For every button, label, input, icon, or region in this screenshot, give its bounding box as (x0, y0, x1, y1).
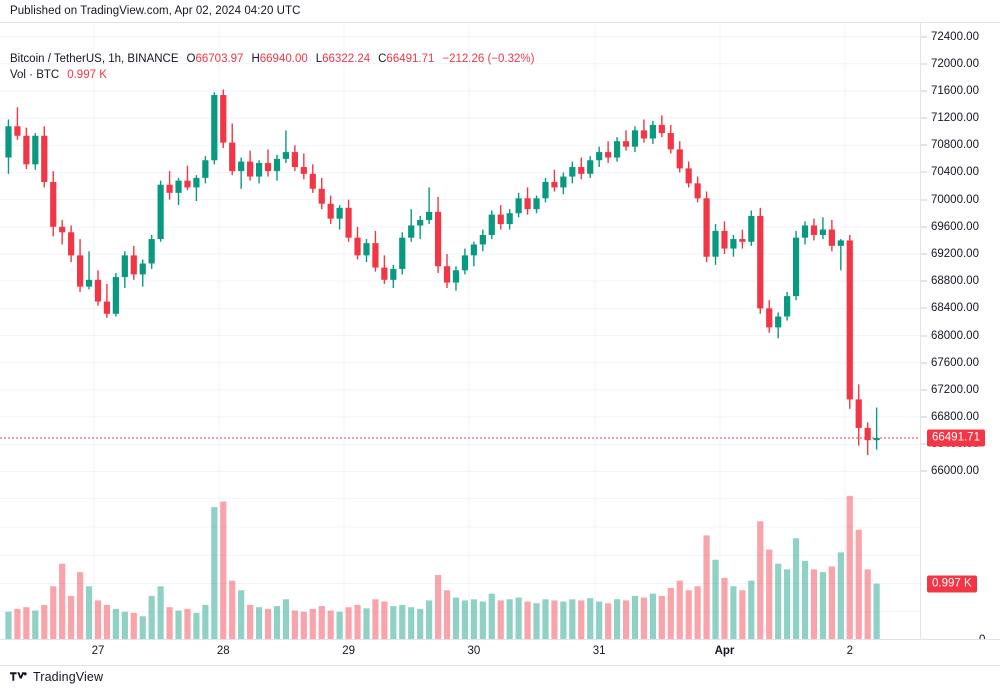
time-axis-label: 28 (216, 645, 230, 657)
price-tick-dash (921, 416, 927, 418)
time-axis-label: 30 (467, 645, 481, 657)
price-tick-dash (921, 226, 927, 228)
price-axis-label: 69200.00 (931, 248, 979, 260)
current-price-badge[interactable]: 66491.71 (927, 429, 985, 447)
price-tick-dash (921, 117, 927, 119)
current-volume-badge[interactable]: 0.997 K (927, 575, 977, 593)
price-axis-label: 70800.00 (931, 139, 979, 152)
candlestick-svg (0, 23, 920, 639)
price-axis-label: 71600.00 (931, 84, 979, 97)
price-axis-label: 69600.00 (931, 220, 979, 233)
tradingview-logo-icon (10, 671, 27, 681)
price-tick-dash (921, 280, 927, 282)
price-tick-dash (921, 470, 927, 472)
price-tick-dash (921, 144, 927, 146)
price-axis-label: 67600.00 (931, 356, 979, 369)
time-axis-label: 27 (91, 645, 105, 657)
price-axis-label: 72400.00 (931, 30, 979, 43)
volume-zero-label: 0 (979, 634, 986, 640)
price-tick-dash (921, 253, 927, 255)
price-tick-dash (921, 36, 927, 38)
price-axis-label: 72000.00 (931, 57, 979, 70)
time-axis-label: Apr (714, 645, 735, 657)
time-axis-label: 2 (846, 645, 853, 657)
price-axis-label: 66000.00 (931, 465, 979, 478)
price-tick-dash (921, 90, 927, 92)
price-axis-label: 71200.00 (931, 112, 979, 125)
footer-brand-label: TradingView (33, 670, 104, 684)
price-axis-label: 70400.00 (931, 166, 979, 179)
footer-branding: TradingView (10, 670, 103, 684)
price-axis-label: 67200.00 (931, 383, 979, 396)
time-axis-label: 29 (342, 645, 355, 657)
price-axis-label: 68400.00 (931, 302, 979, 315)
price-tick-dash (921, 389, 927, 391)
chart-plot-pane[interactable] (0, 23, 920, 639)
price-axis-label: 68800.00 (931, 275, 979, 288)
price-tick-dash (921, 335, 927, 337)
chart-frame: Bitcoin / TetherUS, 1h, BINANCE O66703.97… (0, 22, 1000, 640)
price-axis[interactable]: 72400.00 72000.00 71600.00 71200.00 70800.00… (920, 23, 1000, 640)
price-tick-dash (921, 443, 927, 445)
price-tick-dash (921, 171, 927, 173)
price-tick-dash (921, 63, 927, 65)
price-axis-label: 70000.00 (931, 193, 979, 206)
price-axis-label: 66800.00 (931, 411, 979, 424)
time-axis[interactable]: 27 28 29 30 31 Apr 2 (0, 640, 1000, 666)
price-tick-dash (921, 362, 927, 364)
time-axis-label: 31 (592, 645, 606, 657)
published-caption: Published on TradingView.com, Apr 02, 20… (10, 5, 301, 17)
price-tick-dash (921, 199, 927, 201)
price-axis-label: 68000.00 (931, 329, 979, 342)
price-tick-dash (921, 307, 927, 309)
